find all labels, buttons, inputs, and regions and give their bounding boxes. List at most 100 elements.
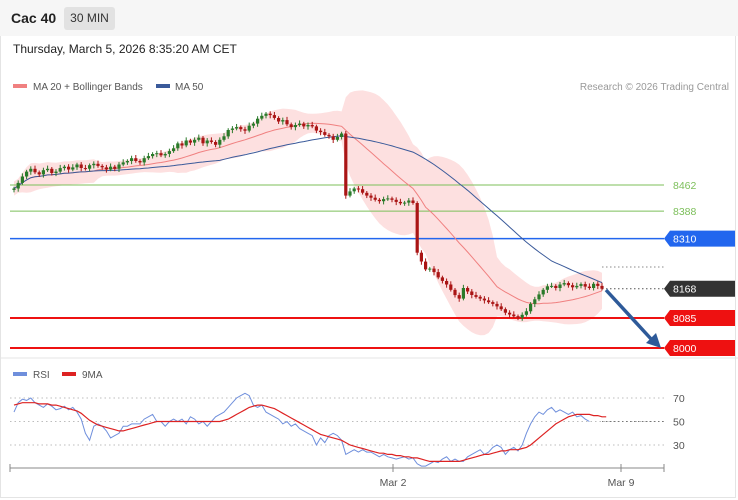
candle-body xyxy=(436,272,440,278)
candle-body xyxy=(151,154,155,157)
candle-body xyxy=(335,137,339,140)
candle-body xyxy=(449,284,453,290)
candle-body xyxy=(348,191,352,196)
candle-body xyxy=(138,161,142,163)
candle-body xyxy=(340,133,344,137)
rsi-panel: 30 50 70 xyxy=(10,392,685,467)
candle-body xyxy=(20,176,24,183)
candle-body xyxy=(558,284,562,288)
candle-body xyxy=(79,164,83,168)
candle-body xyxy=(41,170,45,175)
candle-body xyxy=(197,137,201,140)
candle-body xyxy=(491,302,495,304)
candle-body xyxy=(100,165,104,168)
candle-body xyxy=(600,285,604,289)
candle-body xyxy=(277,118,281,122)
candle-body xyxy=(537,294,541,300)
candle-body xyxy=(403,202,407,204)
candle-body xyxy=(440,277,444,281)
level-tag-8168 xyxy=(664,280,735,297)
time-axis: Mar 2 Mar 9 xyxy=(9,464,665,489)
candle-body xyxy=(12,188,16,190)
candle-body xyxy=(571,285,575,288)
candle-body xyxy=(121,162,125,165)
candle-body xyxy=(239,127,243,130)
chart-timestamp: Thursday, March 5, 2026 8:35:20 AM CET xyxy=(13,42,237,56)
candle-body xyxy=(109,166,113,170)
candle-body xyxy=(361,189,365,193)
candle-body xyxy=(356,188,360,190)
rsi-line xyxy=(13,392,590,467)
candle-body xyxy=(352,188,356,192)
candle-body xyxy=(260,115,264,119)
copyright-label: Research © 2026 Trading Central xyxy=(580,82,729,93)
level-label-8388: 8388 xyxy=(673,206,697,218)
candle-body xyxy=(373,197,377,200)
candle-body xyxy=(524,311,528,315)
rsi-tick-50: 50 xyxy=(673,417,685,429)
candle-body xyxy=(50,168,54,173)
candle-body xyxy=(29,168,33,172)
candle-body xyxy=(155,153,159,155)
candle-body xyxy=(583,284,587,287)
candle-body xyxy=(587,286,591,288)
timeframe-button[interactable]: 30 MIN xyxy=(64,7,115,30)
candle-body xyxy=(432,268,436,273)
candle-body xyxy=(520,314,524,318)
projection-arrow-head xyxy=(646,333,661,348)
candle-body xyxy=(176,143,180,149)
candle-body xyxy=(516,316,520,318)
candle-body xyxy=(146,156,150,159)
candle-body xyxy=(382,199,386,202)
rsi-tick-30: 30 xyxy=(673,440,685,452)
candle-body xyxy=(398,201,402,204)
rsi-tick-70: 70 xyxy=(673,393,685,405)
candle-body xyxy=(96,163,100,166)
price-tags: 8462 8388 8310 8168 8085 8000 xyxy=(664,180,735,356)
candle-body xyxy=(256,118,260,124)
candle-body xyxy=(319,130,323,133)
candle-body xyxy=(226,130,230,137)
ma20-legend-label: MA 20 + Bollinger Bands xyxy=(33,82,143,93)
candle-body xyxy=(533,299,537,304)
candle-body xyxy=(230,128,234,130)
candle-body xyxy=(67,166,71,170)
candle-body xyxy=(33,168,37,173)
level-tag-8085 xyxy=(664,310,735,327)
bollinger-band-fill xyxy=(14,90,602,336)
projection-arrow xyxy=(604,288,661,348)
candle-body xyxy=(487,300,491,303)
candle-body xyxy=(457,295,461,299)
candle-body xyxy=(592,283,596,288)
candle-body xyxy=(529,303,533,312)
candle-body xyxy=(424,261,428,270)
candle-body xyxy=(125,161,129,163)
ma50-line xyxy=(13,135,603,284)
candle-body xyxy=(188,140,192,143)
candle-body xyxy=(482,298,486,301)
candle-body xyxy=(575,285,579,288)
candle-body xyxy=(579,284,583,286)
candle-body xyxy=(377,199,381,202)
candle-body xyxy=(545,286,549,290)
ma9-legend-label: 9MA xyxy=(82,370,103,381)
candle-body xyxy=(474,295,478,297)
candle-body xyxy=(386,198,390,200)
candle-body xyxy=(550,285,554,287)
level-tag-8000 xyxy=(664,340,735,356)
ma20-legend-swatch xyxy=(13,84,27,88)
candle-body xyxy=(218,139,222,145)
candle-body xyxy=(541,289,545,295)
rsi-legend-swatch xyxy=(13,372,27,376)
candle-body xyxy=(180,143,184,146)
candle-body xyxy=(159,153,163,156)
candle-body xyxy=(323,132,327,135)
candle-body xyxy=(46,168,50,171)
time-tick-label-0: Mar 2 xyxy=(380,477,407,489)
candle-body xyxy=(344,133,348,196)
candle-body xyxy=(37,172,41,175)
bollinger-band xyxy=(14,90,602,336)
level-label-8168: 8168 xyxy=(673,284,697,296)
candle-body xyxy=(193,139,197,143)
